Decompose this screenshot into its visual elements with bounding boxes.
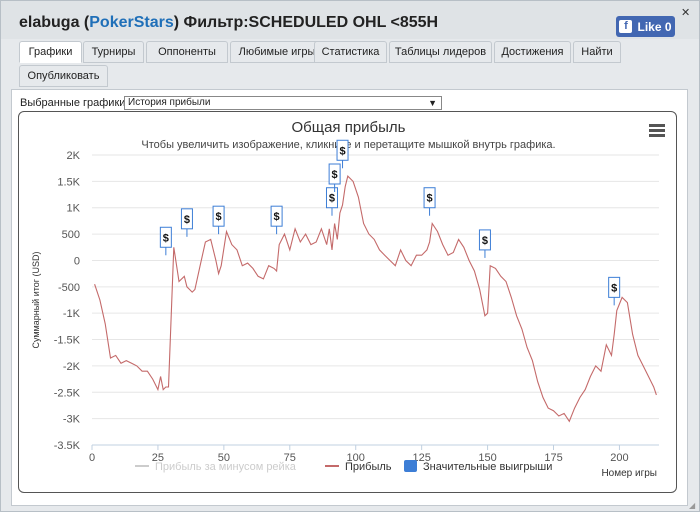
big-win-flag[interactable]	[478, 229, 491, 251]
tab-favorite-games[interactable]: Любимые игры	[230, 41, 324, 63]
big-win-flag-label: $	[163, 232, 169, 244]
profit-series-line	[94, 175, 657, 423]
big-win-flag-label: $	[611, 282, 617, 294]
legend-rake-label[interactable]: Прибыль за минусом рейка	[155, 461, 297, 473]
big-win-flag[interactable]	[325, 187, 338, 209]
tab-achievements[interactable]: Достижения	[494, 41, 571, 63]
y-tick-label: -1.5K	[54, 335, 81, 347]
x-tick-label: 125	[412, 452, 430, 464]
x-tick-label: 25	[152, 452, 164, 464]
legend-profit-label[interactable]: Прибыль	[345, 461, 392, 473]
like-label: Like 0	[637, 19, 672, 34]
tab-opponents[interactable]: Оппоненты	[146, 41, 228, 63]
chart-container[interactable]: Общая прибыль Чтобы увеличить изображени…	[18, 111, 677, 493]
facebook-like-button[interactable]: f Like 0	[616, 16, 675, 37]
player-name: elabuga	[19, 14, 80, 31]
y-tick-label: 2K	[67, 150, 81, 162]
y-tick-label: 1K	[67, 203, 81, 215]
x-tick-label: 100	[347, 452, 365, 464]
facebook-icon: f	[619, 20, 633, 33]
x-tick-label: 0	[89, 452, 95, 464]
graph-select-label: Выбранные графики:	[20, 97, 129, 109]
big-win-flag-label: $	[329, 193, 335, 205]
graph-select[interactable]: История прибыли ▼	[124, 96, 442, 110]
dropdown-arrow-icon: ▼	[428, 98, 437, 108]
big-win-flag-label: $	[184, 214, 190, 226]
big-win-flag-label: $	[274, 211, 280, 223]
chart-title: Общая прибыль	[291, 119, 406, 136]
profit-chart[interactable]: 2K1.5K1K5000-500-1K-1.5K-2K-2.5K-3K-3.5K…	[19, 112, 678, 494]
big-win-flag[interactable]	[336, 139, 349, 161]
legend-big-wins-label[interactable]: Значительные выигрыши	[423, 461, 552, 473]
site-name[interactable]: PokerStars	[89, 14, 174, 31]
tab-publish[interactable]: Опубликовать	[19, 65, 108, 87]
y-tick-label: -2K	[63, 361, 81, 373]
y-tick-label: 0	[74, 255, 80, 267]
x-tick-label: 75	[284, 452, 296, 464]
big-win-flag-label: $	[339, 145, 345, 157]
big-win-flag[interactable]	[180, 208, 193, 230]
big-win-flag-label: $	[482, 235, 488, 247]
filter-label: Фильтр:SCHEDULED OHL <855H	[183, 14, 439, 31]
tab-statistics[interactable]: Статистика	[314, 41, 387, 63]
big-win-flag[interactable]	[212, 205, 225, 227]
resize-handle-icon[interactable]: ◢	[689, 501, 696, 510]
legend-big-wins-swatch[interactable]	[404, 460, 417, 472]
tab-search[interactable]: Найти	[573, 41, 621, 63]
big-win-flag-label: $	[332, 169, 338, 181]
y-tick-label: -3K	[63, 414, 81, 426]
x-tick-label: 50	[218, 452, 230, 464]
big-win-flag-label: $	[427, 193, 433, 205]
x-tick-label: 150	[478, 452, 496, 464]
tab-tournaments[interactable]: Турниры	[83, 41, 144, 63]
big-win-flag-label: $	[216, 211, 222, 223]
y-tick-label: -3.5K	[54, 440, 81, 452]
x-tick-label: 200	[610, 452, 628, 464]
x-axis-label: Номер игры	[601, 468, 657, 479]
big-win-flag[interactable]	[270, 205, 283, 227]
y-tick-label: -500	[58, 282, 80, 294]
tab-graphs[interactable]: Графики	[19, 41, 82, 63]
big-win-flag[interactable]	[159, 226, 172, 248]
y-tick-label: 500	[62, 229, 80, 241]
big-win-flag[interactable]	[423, 187, 436, 209]
window-header: elabuga (PokerStars) Фильтр:SCHEDULED OH…	[1, 1, 699, 39]
y-tick-label: -2.5K	[54, 387, 81, 399]
big-win-flag[interactable]	[328, 163, 341, 185]
close-icon[interactable]: ✕	[681, 7, 691, 19]
x-tick-label: 175	[544, 452, 562, 464]
y-tick-label: -1K	[63, 308, 81, 320]
y-tick-label: 1.5K	[57, 176, 80, 188]
tab-leaderboards[interactable]: Таблицы лидеров	[389, 41, 492, 63]
window-title: elabuga (PokerStars) Фильтр:SCHEDULED OH…	[19, 14, 439, 31]
big-win-flag[interactable]	[608, 276, 621, 298]
graph-select-value: История прибыли	[128, 97, 211, 108]
y-axis-label: Суммарный итог (USD)	[31, 251, 41, 348]
chart-menu-icon[interactable]	[649, 124, 665, 138]
